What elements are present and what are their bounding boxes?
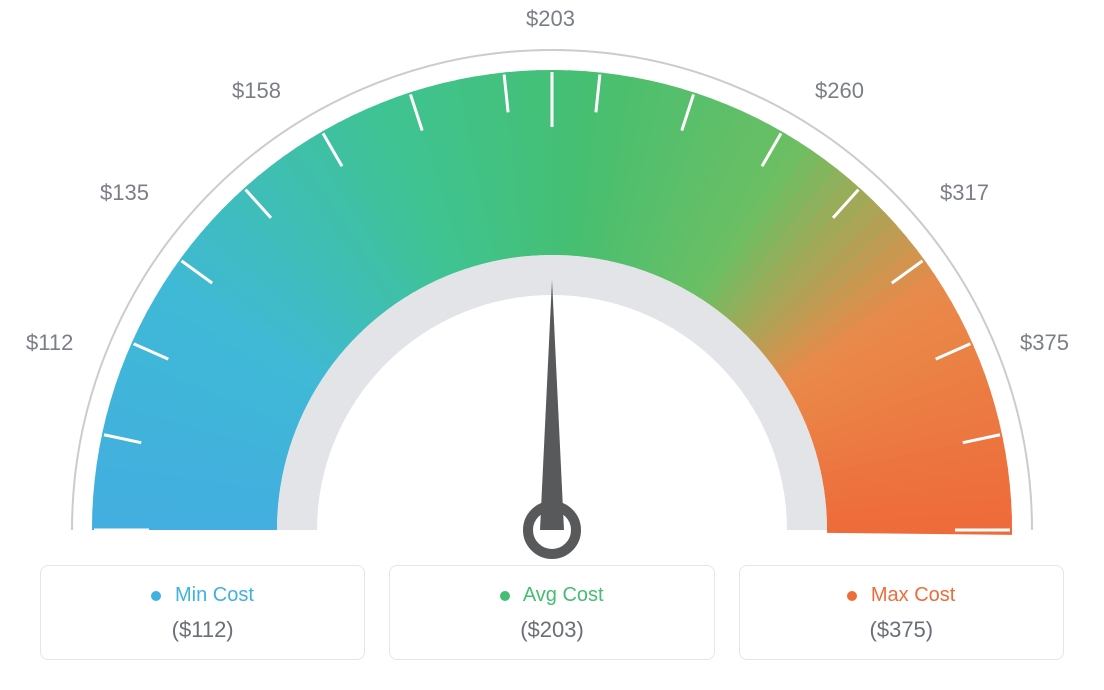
dot-icon (847, 591, 857, 601)
gauge-axis-label: $375 (1020, 330, 1069, 356)
legend-avg-value: ($203) (400, 617, 703, 643)
legend-row: Min Cost ($112) Avg Cost ($203) Max Cost… (40, 565, 1064, 660)
legend-card-max: Max Cost ($375) (739, 565, 1064, 660)
legend-avg-text: Avg Cost (523, 584, 604, 606)
legend-min-text: Min Cost (175, 584, 254, 606)
legend-min-value: ($112) (51, 617, 354, 643)
legend-max-text: Max Cost (871, 584, 955, 606)
legend-max-label: Max Cost (750, 584, 1053, 607)
legend-card-min: Min Cost ($112) (40, 565, 365, 660)
legend-min-label: Min Cost (51, 584, 354, 607)
legend-avg-label: Avg Cost (400, 584, 703, 607)
legend-max-value: ($375) (750, 617, 1053, 643)
gauge-axis-label: $260 (815, 78, 864, 104)
gauge-axis-label: $203 (526, 6, 575, 32)
gauge-axis-label: $317 (940, 180, 989, 206)
dot-icon (500, 591, 510, 601)
gauge-axis-label: $135 (100, 180, 149, 206)
dot-icon (151, 591, 161, 601)
gauge-axis-label: $112 (26, 330, 73, 356)
gauge-svg (0, 0, 1104, 560)
legend-card-avg: Avg Cost ($203) (389, 565, 714, 660)
gauge-chart-container: $112 $135 $158 $203 $260 $317 $375 Min Cost ($… (0, 0, 1104, 690)
gauge-area: $112 $135 $158 $203 $260 $317 $375 (0, 0, 1104, 560)
gauge-axis-label: $158 (232, 78, 281, 104)
